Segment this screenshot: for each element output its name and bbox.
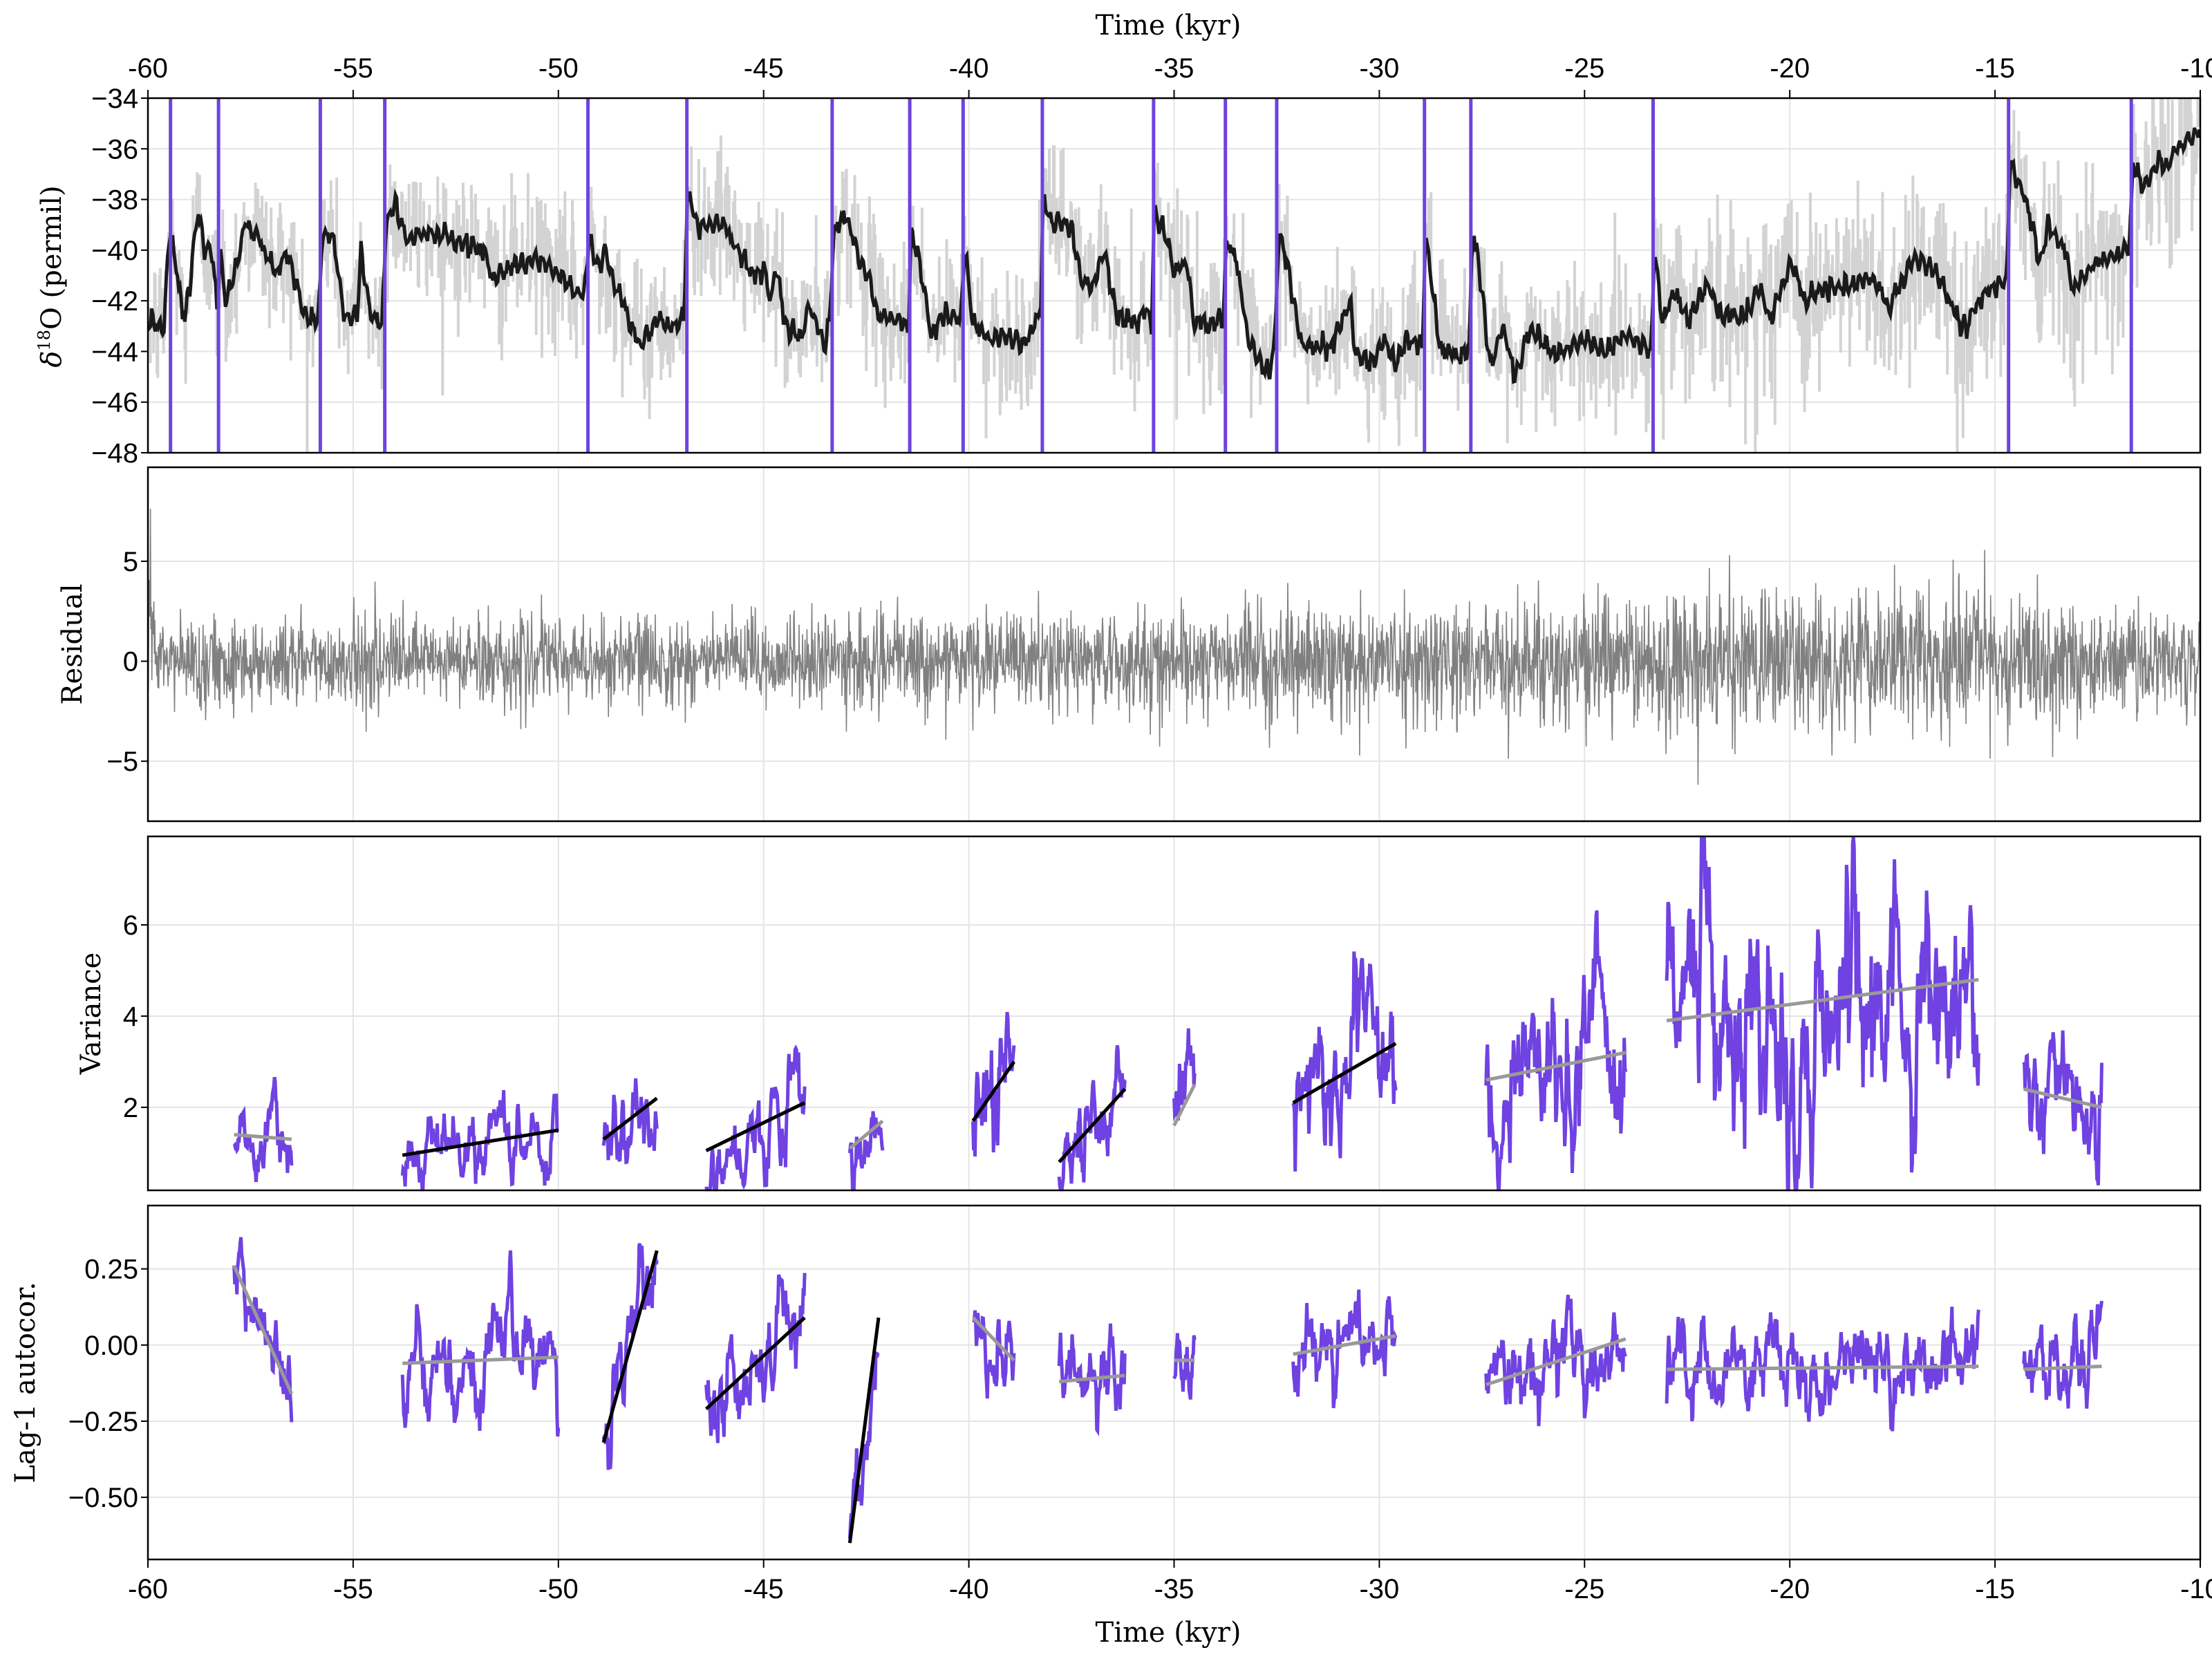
y-tick-label: −5 <box>106 747 138 777</box>
bottom-x-tick-label: -45 <box>744 1574 784 1604</box>
variance-segment-2 <box>400 1090 560 1192</box>
y-tick-label: −46 <box>91 388 138 418</box>
top-x-tick-label: -60 <box>128 53 168 84</box>
autocorrelation-segment-4 <box>704 1273 807 1443</box>
y-tick-label: −38 <box>91 185 138 216</box>
autocorrelation-trend-line-10 <box>1485 1337 1627 1387</box>
autocorrelation-trend-line-1 <box>232 1265 294 1395</box>
y-tick-label: −48 <box>91 438 138 469</box>
y-axis-title-d18o: δ18O (permil) <box>35 185 68 367</box>
autocorrelation-segment-8 <box>1172 1333 1197 1400</box>
bottom-x-tick-label: -50 <box>538 1574 579 1604</box>
variance-segment-1 <box>232 1076 294 1183</box>
residual-series <box>147 508 2201 785</box>
superscript-18: 18 <box>35 330 54 351</box>
y-tick-label: 6 <box>123 910 138 941</box>
variance-trend-line-12 <box>2023 1087 2103 1109</box>
bottom-x-tick-label: -35 <box>1154 1574 1194 1604</box>
top-x-tick-label: -30 <box>1359 53 1399 84</box>
variance-trend-line-3 <box>602 1096 658 1141</box>
variance-trend-line-6 <box>971 1060 1015 1123</box>
panel-autocorrelation: 0.25 0.00 −0.25 −0.50 <box>68 1206 2201 1559</box>
panel-frame <box>147 466 2202 823</box>
y-tick-label: −42 <box>91 286 138 317</box>
top-x-tick-label: -25 <box>1564 53 1604 84</box>
autocorrelation-trend-line-12 <box>2023 1365 2102 1371</box>
bottom-x-tick-label: -30 <box>1359 1574 1399 1604</box>
y-tick-label: 5 <box>123 547 138 577</box>
autocorrelation-trend-line-6 <box>971 1316 1015 1362</box>
top-x-tick-label: -45 <box>744 53 784 84</box>
autocorrelation-trend-line-11 <box>1667 1365 1979 1371</box>
delta-symbol: δ <box>36 351 68 368</box>
autocorrelation-trend-line-5 <box>847 1317 881 1544</box>
y-tick-label: 2 <box>123 1093 138 1123</box>
variance-trend-line-9 <box>1292 1042 1397 1105</box>
y-tick-label: 0 <box>123 647 138 677</box>
variance-segment-7 <box>1057 1044 1127 1192</box>
autocorrelation-segment-11 <box>1665 1306 1980 1432</box>
top-x-axis-title: Time (kyr) <box>1096 10 1241 41</box>
variance-segment-11 <box>1665 835 1980 1192</box>
bottom-x-tick-label: -55 <box>333 1574 373 1604</box>
variance-segment-5 <box>847 1111 885 1192</box>
y-tick-label: 0.25 <box>84 1255 138 1285</box>
autocorrelation-segment-10 <box>1484 1295 1628 1427</box>
bottom-x-axis-title: Time (kyr) <box>1096 1617 1241 1649</box>
top-x-tick-label: -55 <box>333 53 373 84</box>
autocorrelation-segment-2 <box>400 1250 561 1437</box>
autocorrelation-trend-line-4 <box>704 1316 806 1411</box>
variance-trend-line-8 <box>1172 1083 1197 1127</box>
autocorrelation-segment-12 <box>2022 1300 2103 1409</box>
variance-trend-line-7 <box>1058 1087 1127 1163</box>
bottom-x-tick-label: -15 <box>1975 1574 2015 1604</box>
y-axis-title-rest: O (permil) <box>36 185 68 330</box>
bottom-x-tick-label: -25 <box>1564 1574 1604 1604</box>
variance-trend-line-10 <box>1485 1051 1627 1082</box>
y-tick-label: −34 <box>91 84 138 114</box>
autocorrelation-segment-1 <box>232 1237 294 1423</box>
top-x-tick-label: -15 <box>1975 53 2015 84</box>
autocorrelation-trend-line-9 <box>1293 1334 1396 1356</box>
y-axis-title-variance: Variance <box>75 953 107 1076</box>
autocorrelation-trend-line-2 <box>402 1355 559 1365</box>
variance-trend-line-11 <box>1666 977 1979 1023</box>
variance-segment-12 <box>2022 1030 2103 1185</box>
y-tick-label: −0.50 <box>68 1483 138 1513</box>
variance-trend-line-4 <box>705 1101 806 1152</box>
variance-segment-10 <box>1484 910 1628 1192</box>
bottom-x-tick-label: -10 <box>2180 1574 2212 1604</box>
bottom-x-tick-label: -60 <box>128 1574 168 1604</box>
variance-segment-6 <box>971 1011 1016 1157</box>
bottom-x-tick-label: -40 <box>949 1574 989 1604</box>
y-tick-label: −44 <box>91 337 138 367</box>
variance-segment-4 <box>704 1044 807 1192</box>
bottom-x-tick-label: -20 <box>1770 1574 1810 1604</box>
variance-trend-line-1 <box>234 1133 292 1141</box>
smoothed-d18o-series <box>148 127 2200 384</box>
top-x-tick-label: -20 <box>1770 53 1810 84</box>
y-axis-title-residual: Residual <box>57 583 88 704</box>
autocorrelation-trend-line-7 <box>1059 1374 1125 1384</box>
y-axis-title-autocor: Lag-1 autocor. <box>10 1282 41 1483</box>
top-x-tick-label: -40 <box>949 53 989 84</box>
top-x-tick-label: -10 <box>2180 53 2212 84</box>
variance-trend-line-2 <box>402 1128 559 1157</box>
variance-segment-9 <box>1291 951 1398 1172</box>
panel-frame <box>147 835 2202 1192</box>
y-tick-label: −40 <box>91 236 138 266</box>
y-tick-label: 0.00 <box>84 1331 138 1361</box>
top-x-tick-label: -50 <box>538 53 579 84</box>
variance-trend-line-5 <box>848 1119 884 1150</box>
autocorrelation-segment-9 <box>1291 1289 1398 1409</box>
y-tick-label: −0.25 <box>68 1407 138 1437</box>
y-tick-label: −36 <box>91 134 138 165</box>
variance-segment-3 <box>601 1078 659 1165</box>
y-tick-label: 4 <box>123 1002 138 1032</box>
top-x-tick-label: -35 <box>1154 53 1194 84</box>
autocorrelation-trend-line-3 <box>601 1250 659 1443</box>
variance-segment-8 <box>1172 1028 1197 1122</box>
